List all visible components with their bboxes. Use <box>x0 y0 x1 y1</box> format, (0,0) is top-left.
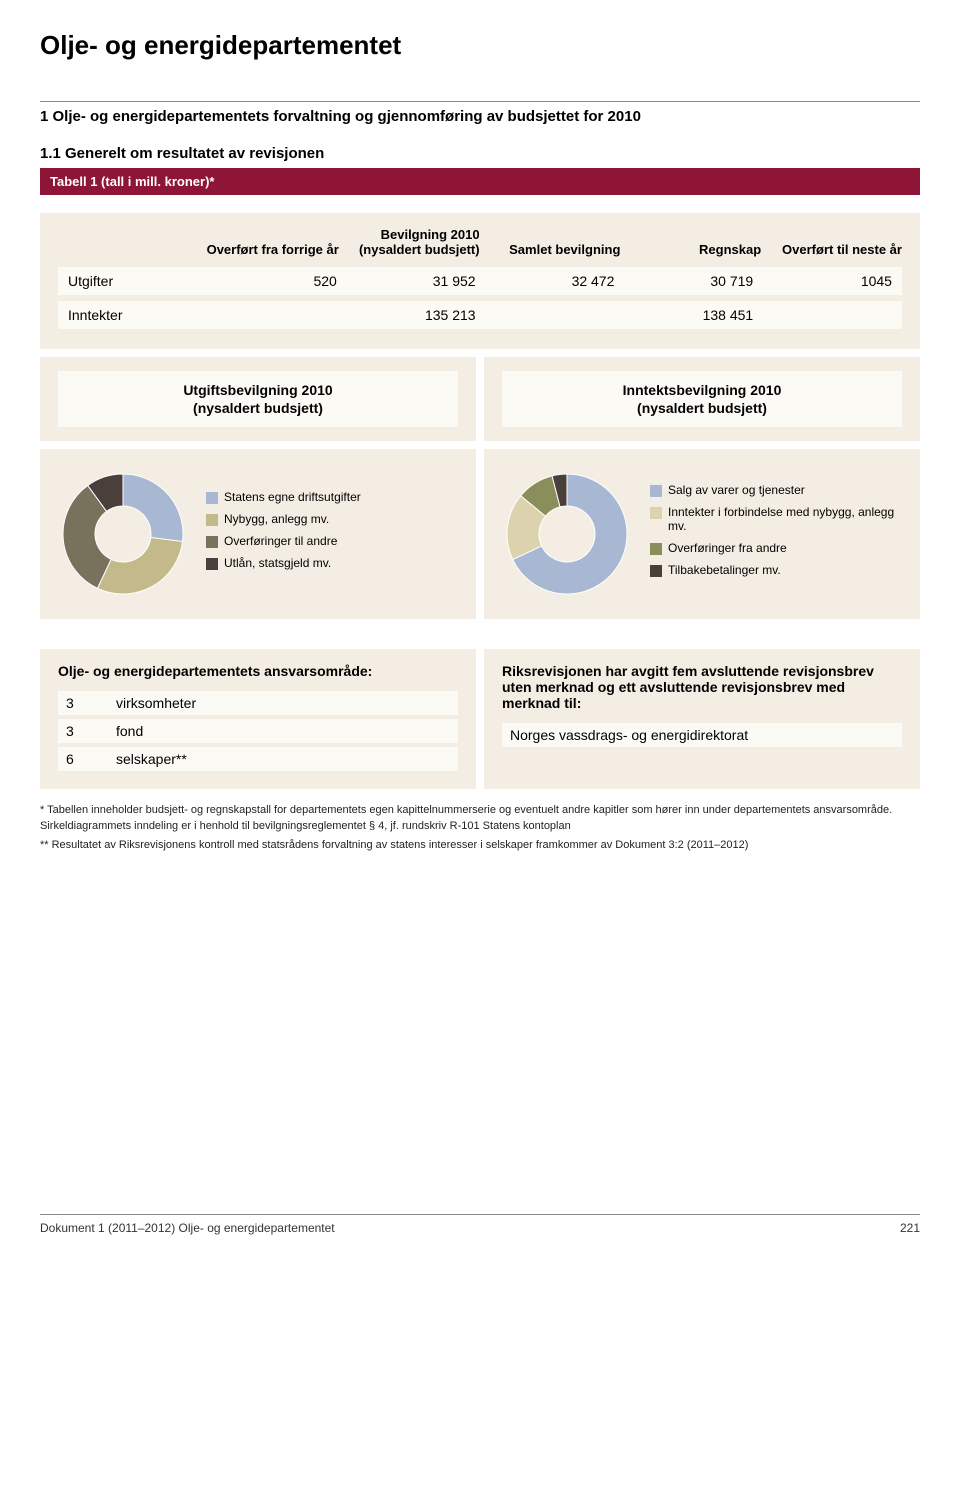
legend-label: Overføringer til andre <box>224 534 337 548</box>
resp-text: selskaper** <box>116 751 187 767</box>
donut-charts-row: Statens egne driftsutgifter Nybygg, anleg… <box>40 449 920 619</box>
donut-right-chart <box>502 469 632 599</box>
table-row: Inntekter 135 213 138 451 <box>58 301 902 329</box>
legend-item: Inntekter i forbindelse med nybygg, anle… <box>650 505 902 533</box>
legend-label: Salg av varer og tjenester <box>668 483 805 497</box>
col-header: Samlet bevilgning <box>480 242 621 257</box>
responsibility-right-title: Riksrevisjonen har avgitt fem avsluttend… <box>502 663 902 711</box>
row-label: Inntekter <box>68 307 198 323</box>
legend-item: Overføringer til andre <box>206 534 361 548</box>
legend-label: Overføringer fra andre <box>668 541 787 555</box>
donut-left-chart <box>58 469 188 599</box>
legend-item: Salg av varer og tjenester <box>650 483 902 497</box>
legend-swatch <box>650 543 662 555</box>
table-label-bar: Tabell 1 (tall i mill. kroner)* <box>40 168 920 195</box>
legend-swatch <box>206 536 218 548</box>
resp-text: virksomheter <box>116 695 196 711</box>
footer-page-number: 221 <box>900 1221 920 1235</box>
cell: 1045 <box>753 273 892 289</box>
table-row: Utgifter 520 31 952 32 472 30 719 1045 <box>58 267 902 295</box>
cell: 520 <box>198 273 337 289</box>
footnote-b: ** Resultatet av Riksrevisjonens kontrol… <box>40 838 920 853</box>
legend-swatch <box>206 558 218 570</box>
col-header: Bevilgning 2010 (nysaldert budsjett) <box>339 227 480 257</box>
responsibility-right-item: Norges vassdrags- og energidirektorat <box>502 723 902 747</box>
responsibility-section: Olje- og energidepartementets ansvarsomr… <box>40 649 920 789</box>
legend-label: Nybygg, anlegg mv. <box>224 512 329 526</box>
legend-label: Tilbakebetalinger mv. <box>668 563 781 577</box>
footer-left: Dokument 1 (2011–2012) Olje- og energide… <box>40 1221 335 1235</box>
resp-row: 3 fond <box>58 719 458 743</box>
footnotes: * Tabellen inneholder budsjett- og regns… <box>40 803 920 853</box>
donut-left-legend: Statens egne driftsutgifter Nybygg, anleg… <box>206 490 361 578</box>
legend-swatch <box>650 565 662 577</box>
col-header: Overført fra forrige år <box>198 242 339 257</box>
footnote-a: * Tabellen inneholder budsjett- og regns… <box>40 803 920 834</box>
resp-num: 3 <box>66 695 116 711</box>
legend-swatch <box>650 485 662 497</box>
legend-item: Utlån, statsgjeld mv. <box>206 556 361 570</box>
section-1-title: 1 Olje- og energidepartementets forvaltn… <box>40 101 920 125</box>
page-title: Olje- og energidepartementet <box>40 30 920 61</box>
donut-right-legend: Salg av varer og tjenester Inntekter i fo… <box>650 483 902 585</box>
resp-num: 6 <box>66 751 116 767</box>
cell: 135 213 <box>337 307 476 323</box>
page-footer: Dokument 1 (2011–2012) Olje- og energide… <box>40 1214 920 1235</box>
legend-item: Overføringer fra andre <box>650 541 902 555</box>
col-header: Regnskap <box>620 242 761 257</box>
resp-row: 6 selskaper** <box>58 747 458 771</box>
resp-text: fond <box>116 723 143 739</box>
legend-swatch <box>206 492 218 504</box>
donut-right-block: Salg av varer og tjenester Inntekter i fo… <box>484 449 920 619</box>
donut-right-header: Inntektsbevilgning 2010 (nysaldert budsj… <box>502 371 902 427</box>
legend-label: Utlån, statsgjeld mv. <box>224 556 331 570</box>
responsibility-left-title: Olje- og energidepartementets ansvarsomr… <box>58 663 458 679</box>
col-header: Overført til neste år <box>761 242 902 257</box>
donut-header-row: Utgiftsbevilgning 2010 (nysaldert budsje… <box>40 357 920 441</box>
cell: 31 952 <box>337 273 476 289</box>
cell: 32 472 <box>476 273 615 289</box>
subsection-1-1-title: 1.1 Generelt om resultatet av revisjonen <box>40 145 920 162</box>
main-table: Overført fra forrige år Bevilgning 2010 … <box>40 213 920 349</box>
legend-swatch <box>206 514 218 526</box>
resp-row: 3 virksomheter <box>58 691 458 715</box>
donut-left-block: Statens egne driftsutgifter Nybygg, anleg… <box>40 449 476 619</box>
legend-swatch <box>650 507 662 519</box>
table-header-row: Overført fra forrige år Bevilgning 2010 … <box>58 227 902 257</box>
legend-label: Inntekter i forbindelse med nybygg, anle… <box>668 505 902 533</box>
legend-item: Statens egne driftsutgifter <box>206 490 361 504</box>
legend-label: Statens egne driftsutgifter <box>224 490 361 504</box>
legend-item: Tilbakebetalinger mv. <box>650 563 902 577</box>
row-label: Utgifter <box>68 273 198 289</box>
legend-item: Nybygg, anlegg mv. <box>206 512 361 526</box>
cell: 30 719 <box>614 273 753 289</box>
cell: 138 451 <box>614 307 753 323</box>
resp-num: 3 <box>66 723 116 739</box>
donut-left-header: Utgiftsbevilgning 2010 (nysaldert budsje… <box>58 371 458 427</box>
